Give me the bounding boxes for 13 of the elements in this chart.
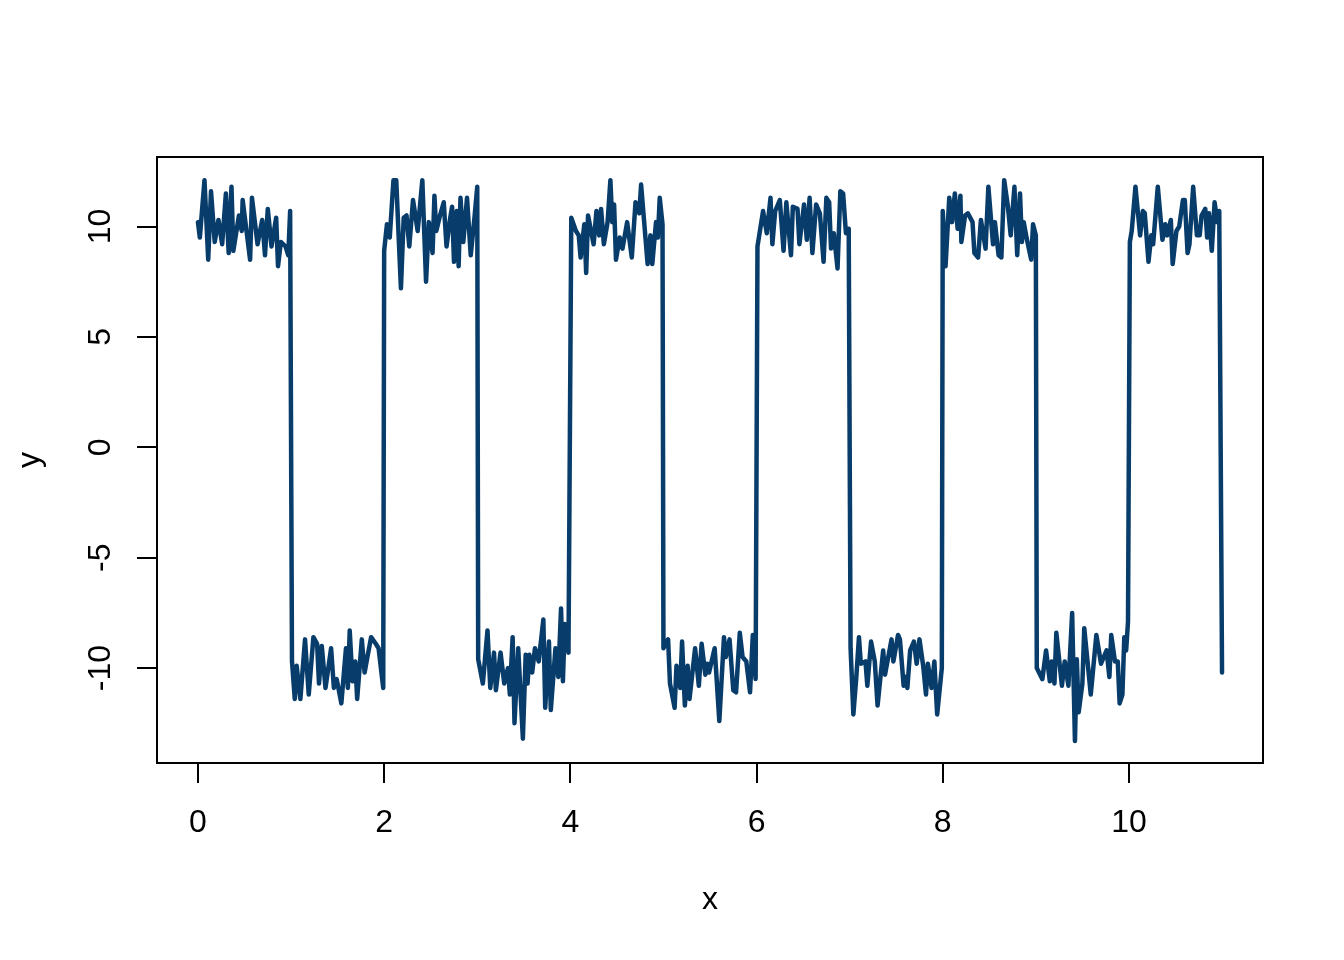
x-tick-label: 0 bbox=[189, 803, 207, 840]
y-tick-label: -10 bbox=[80, 644, 117, 692]
x-tick-label: 8 bbox=[933, 803, 952, 840]
y-tick-label: 5 bbox=[80, 328, 117, 346]
x-axis-title: x bbox=[702, 879, 718, 916]
y-tick-label: -5 bbox=[80, 543, 117, 572]
x-tick-label: 10 bbox=[1111, 803, 1147, 840]
x-tick-label: 4 bbox=[561, 803, 580, 840]
y-tick-label: 10 bbox=[80, 208, 117, 245]
y-tick-label: 0 bbox=[80, 438, 117, 457]
x-tick-label: 2 bbox=[375, 803, 394, 840]
y-axis-title: y bbox=[10, 452, 47, 468]
x-tick-label: 6 bbox=[747, 803, 766, 840]
